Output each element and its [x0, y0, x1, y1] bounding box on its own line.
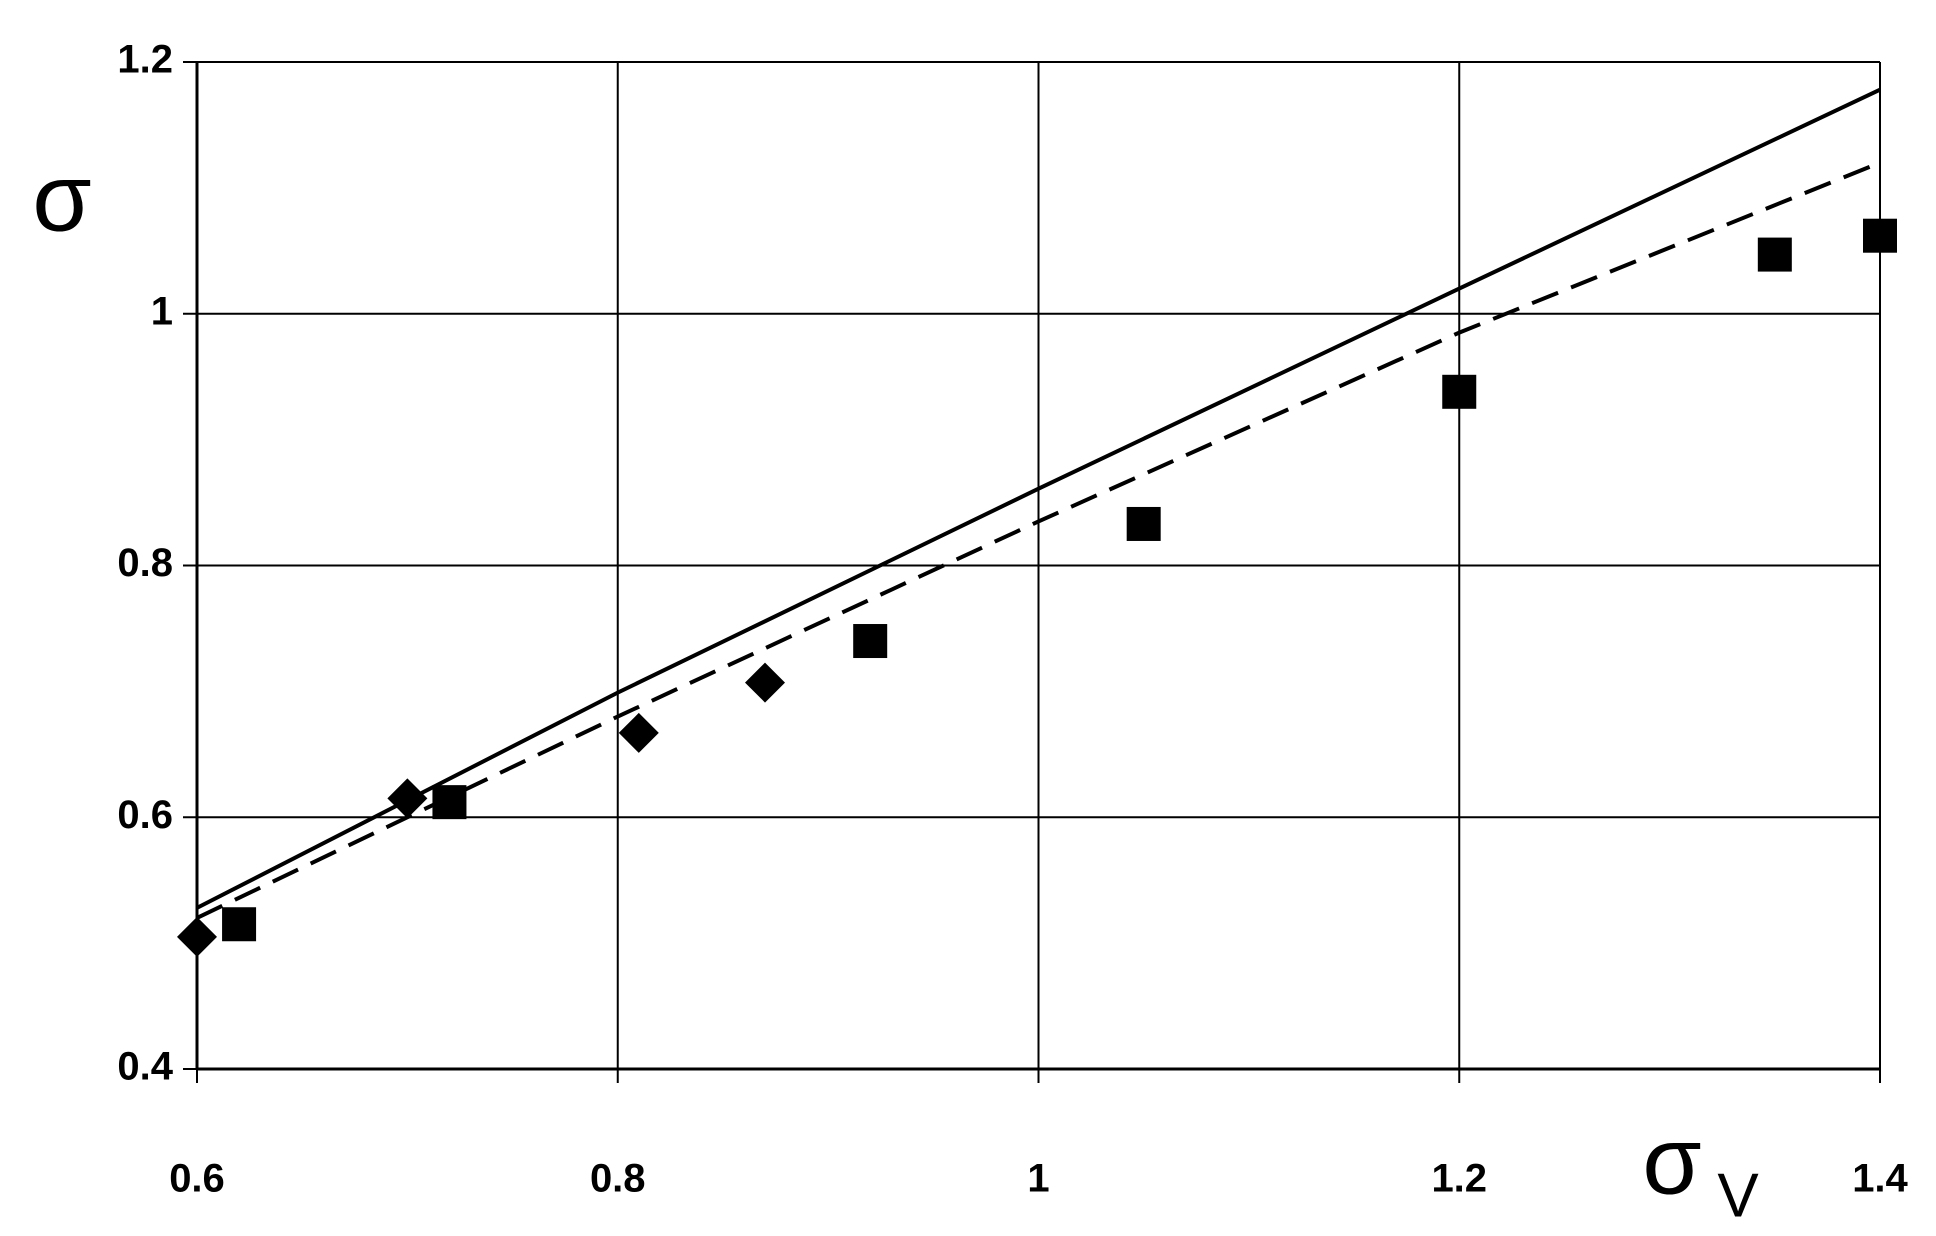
x-axis-label-subscript: V [1717, 1161, 1759, 1230]
y-tick-label: 1 [151, 289, 173, 333]
square-point [853, 624, 888, 659]
square-point [222, 907, 257, 942]
diamond-point [745, 662, 786, 703]
square-point [1863, 218, 1897, 253]
square-point [1442, 374, 1477, 409]
y-axis-label: σ [32, 144, 91, 251]
x-tick-label: 1.4 [1852, 1157, 1908, 1201]
line [196, 87, 1881, 910]
x-tick-label: 0.6 [169, 1157, 225, 1201]
diamond-point [618, 712, 659, 753]
x-axis-label: σ [1642, 1107, 1701, 1214]
y-tick-label: 0.6 [117, 793, 173, 837]
x-tick-label: 0.8 [590, 1157, 646, 1201]
x-tick-label: 1.2 [1431, 1157, 1487, 1201]
y-tick-label: 0.4 [117, 1045, 173, 1089]
y-tick-label: 1.2 [117, 38, 173, 82]
square-point [1757, 237, 1792, 272]
y-tick-label: 0.8 [117, 541, 173, 585]
diamond-point [177, 916, 217, 957]
x-tick-label: 1 [1027, 1157, 1049, 1201]
line [196, 160, 1881, 920]
square-point [1126, 506, 1161, 541]
